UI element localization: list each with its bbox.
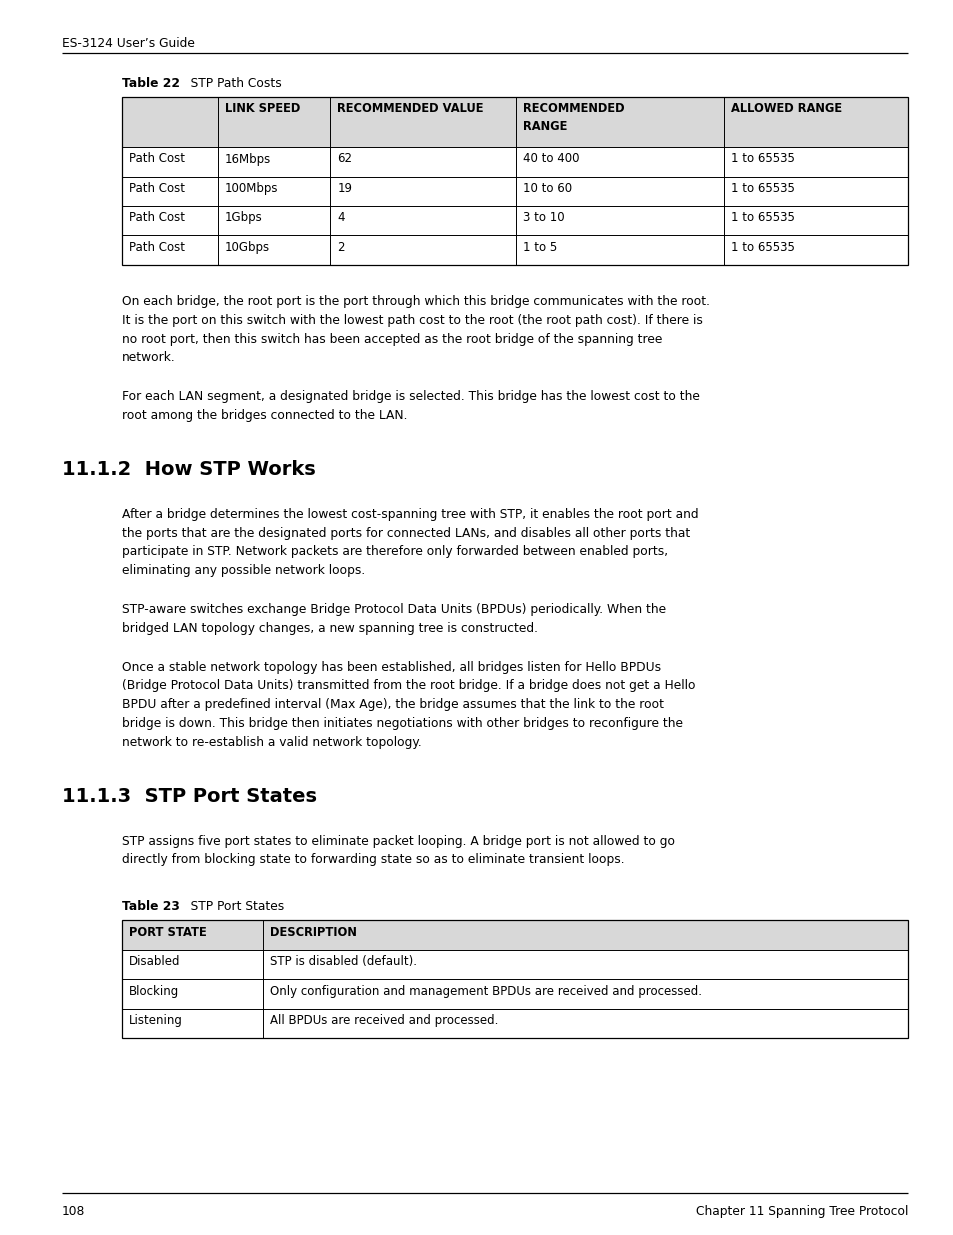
Text: BPDU after a predefined interval (Max Age), the bridge assumes that the link to : BPDU after a predefined interval (Max Ag…	[122, 698, 663, 711]
Bar	[122, 979, 907, 1009]
Text: Path Cost: Path Cost	[129, 211, 185, 225]
Bar	[122, 206, 907, 236]
Text: STP is disabled (default).: STP is disabled (default).	[270, 955, 416, 968]
Text: RECOMMENDED: RECOMMENDED	[522, 103, 624, 116]
Text: 10 to 60: 10 to 60	[522, 182, 571, 195]
Text: Disabled: Disabled	[129, 955, 180, 968]
Text: 11.1.3  STP Port States: 11.1.3 STP Port States	[62, 787, 316, 805]
Text: bridge is down. This bridge then initiates negotiations with other bridges to re: bridge is down. This bridge then initiat…	[122, 718, 682, 730]
Text: 1 to 65535: 1 to 65535	[730, 241, 794, 254]
Text: On each bridge, the root port is the port through which this bridge communicates: On each bridge, the root port is the por…	[122, 295, 709, 308]
Text: LINK SPEED: LINK SPEED	[225, 103, 300, 116]
Text: 16Mbps: 16Mbps	[225, 152, 271, 165]
Bar	[122, 98, 907, 266]
Text: RECOMMENDED VALUE: RECOMMENDED VALUE	[337, 103, 483, 116]
Text: participate in STP. Network packets are therefore only forwarded between enabled: participate in STP. Network packets are …	[122, 546, 667, 558]
Text: 2: 2	[337, 241, 344, 254]
Text: Table 22: Table 22	[122, 77, 180, 90]
Text: 10Gbps: 10Gbps	[225, 241, 270, 254]
Text: 1 to 65535: 1 to 65535	[730, 182, 794, 195]
Text: no root port, then this switch has been accepted as the root bridge of the spann: no root port, then this switch has been …	[122, 332, 661, 346]
Text: STP Port States: STP Port States	[179, 900, 284, 913]
Text: STP-aware switches exchange Bridge Protocol Data Units (BPDUs) periodically. Whe: STP-aware switches exchange Bridge Proto…	[122, 603, 665, 616]
Text: ALLOWED RANGE: ALLOWED RANGE	[730, 103, 841, 116]
Text: Path Cost: Path Cost	[129, 182, 185, 195]
Text: Listening: Listening	[129, 1014, 183, 1028]
Text: Path Cost: Path Cost	[129, 241, 185, 254]
Text: Once a stable network topology has been established, all bridges listen for Hell: Once a stable network topology has been …	[122, 661, 660, 673]
Bar	[122, 920, 907, 1039]
Bar	[122, 147, 907, 177]
Text: All BPDUs are received and processed.: All BPDUs are received and processed.	[270, 1014, 497, 1028]
Text: (Bridge Protocol Data Units) transmitted from the root bridge. If a bridge does : (Bridge Protocol Data Units) transmitted…	[122, 679, 695, 693]
Text: 1 to 65535: 1 to 65535	[730, 152, 794, 165]
Text: 4: 4	[337, 211, 344, 225]
Text: Only configuration and management BPDUs are received and processed.: Only configuration and management BPDUs …	[270, 984, 701, 998]
Text: 1Gbps: 1Gbps	[225, 211, 262, 225]
Text: 19: 19	[337, 182, 352, 195]
Bar	[122, 236, 907, 266]
Text: RANGE: RANGE	[522, 120, 567, 133]
Text: STP Path Costs: STP Path Costs	[179, 77, 281, 90]
Text: STP assigns five port states to eliminate packet looping. A bridge port is not a: STP assigns five port states to eliminat…	[122, 835, 675, 847]
Text: Path Cost: Path Cost	[129, 152, 185, 165]
Text: Blocking: Blocking	[129, 984, 179, 998]
Text: 1 to 65535: 1 to 65535	[730, 211, 794, 225]
Bar	[122, 177, 907, 206]
Text: root among the bridges connected to the LAN.: root among the bridges connected to the …	[122, 409, 407, 422]
Text: 11.1.2  How STP Works: 11.1.2 How STP Works	[62, 459, 315, 479]
Text: bridged LAN topology changes, a new spanning tree is constructed.: bridged LAN topology changes, a new span…	[122, 621, 537, 635]
Text: 100Mbps: 100Mbps	[225, 182, 278, 195]
Text: the ports that are the designated ports for connected LANs, and disables all oth: the ports that are the designated ports …	[122, 526, 690, 540]
Text: 40 to 400: 40 to 400	[522, 152, 578, 165]
Text: directly from blocking state to forwarding state so as to eliminate transient lo: directly from blocking state to forwardi…	[122, 853, 624, 867]
Text: eliminating any possible network loops.: eliminating any possible network loops.	[122, 564, 365, 577]
Text: It is the port on this switch with the lowest path cost to the root (the root pa: It is the port on this switch with the l…	[122, 314, 702, 327]
Text: 3 to 10: 3 to 10	[522, 211, 564, 225]
Text: 1 to 5: 1 to 5	[522, 241, 557, 254]
Text: PORT STATE: PORT STATE	[129, 926, 207, 939]
Bar	[122, 920, 907, 950]
Text: ES-3124 User’s Guide: ES-3124 User’s Guide	[62, 37, 194, 49]
Bar	[122, 950, 907, 979]
Text: DESCRIPTION: DESCRIPTION	[270, 926, 356, 939]
Bar	[122, 98, 907, 147]
Bar	[122, 1009, 907, 1039]
Text: After a bridge determines the lowest cost-spanning tree with STP, it enables the: After a bridge determines the lowest cos…	[122, 508, 698, 521]
Text: network to re-establish a valid network topology.: network to re-establish a valid network …	[122, 736, 421, 748]
Text: 108: 108	[62, 1205, 85, 1218]
Text: network.: network.	[122, 352, 175, 364]
Text: Table 23: Table 23	[122, 900, 180, 913]
Text: For each LAN segment, a designated bridge is selected. This bridge has the lowes: For each LAN segment, a designated bridg…	[122, 390, 700, 403]
Text: 62: 62	[337, 152, 352, 165]
Text: Chapter 11 Spanning Tree Protocol: Chapter 11 Spanning Tree Protocol	[695, 1205, 907, 1218]
